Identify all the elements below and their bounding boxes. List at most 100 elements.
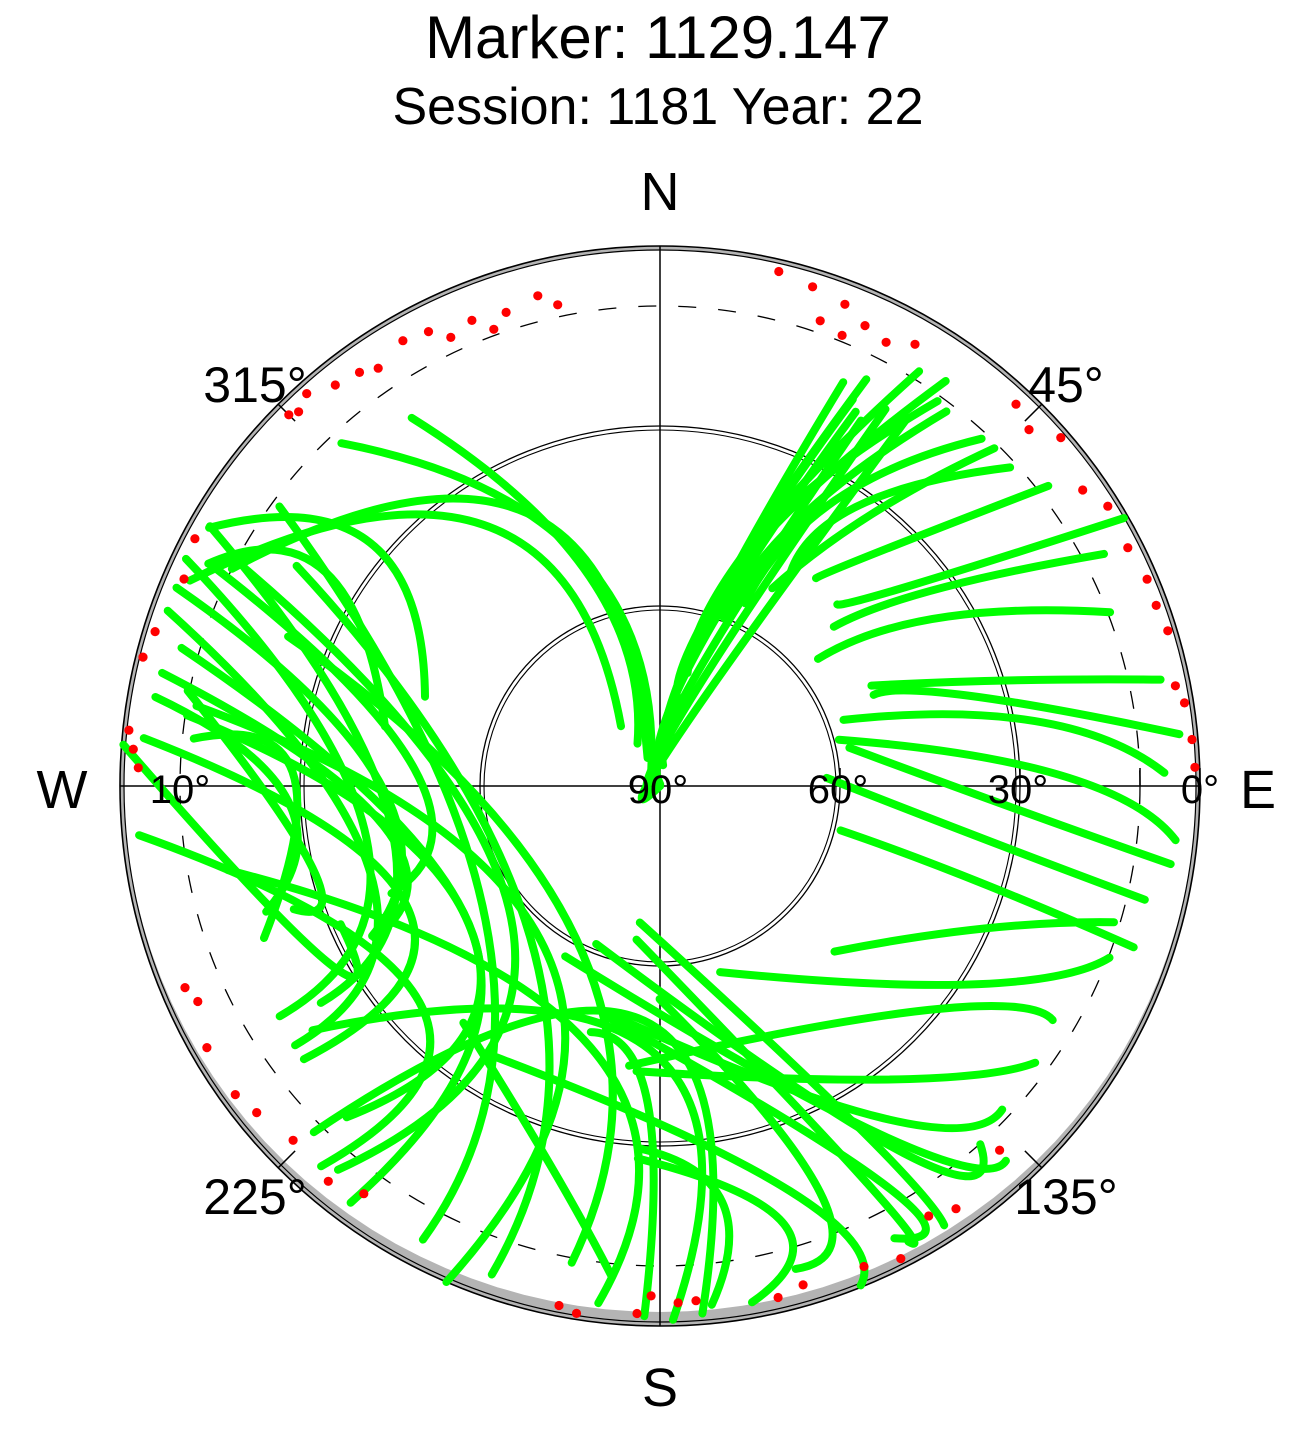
satellite-track-19 bbox=[135, 831, 435, 1171]
satellite-track-42 bbox=[625, 1001, 1057, 1070]
compass-north: N bbox=[641, 162, 680, 222]
satellite-track-48 bbox=[834, 735, 1180, 845]
elevation-label-10: 10° bbox=[150, 768, 211, 812]
chart-subtitle: Session: 1181 Year: 22 bbox=[392, 78, 923, 136]
compass-west: W bbox=[37, 760, 88, 820]
satellite-track-59 bbox=[720, 407, 951, 623]
low-elevation-point-54 bbox=[995, 1145, 1005, 1155]
satellite-track-30 bbox=[586, 1028, 658, 1321]
low-elevation-point-14 bbox=[354, 367, 365, 377]
satellite-track-69 bbox=[637, 414, 912, 804]
low-elevation-point-11 bbox=[373, 363, 383, 373]
satellite-track-3 bbox=[407, 413, 643, 748]
low-elevation-point-19 bbox=[124, 725, 134, 735]
azimuth-tick-45 bbox=[1024, 403, 1043, 422]
azimuth-label-135: 135° bbox=[1014, 1169, 1117, 1225]
low-elevation-point-28 bbox=[323, 1176, 333, 1186]
low-elevation-point-13 bbox=[489, 324, 499, 334]
satellite-track-10 bbox=[119, 740, 362, 981]
satellite-track-54 bbox=[833, 514, 1128, 609]
low-elevation-point-59 bbox=[798, 1280, 808, 1290]
elevation-label-0: 0° bbox=[1181, 768, 1219, 812]
satellite-track-53 bbox=[829, 549, 1108, 631]
low-elevation-point-41 bbox=[1011, 399, 1021, 409]
satellite-track-31 bbox=[633, 1154, 798, 1307]
low-elevation-point-46 bbox=[1123, 543, 1133, 553]
satellite-track-26 bbox=[223, 866, 644, 1308]
low-elevation-point-38 bbox=[910, 339, 920, 349]
low-elevation-point-8 bbox=[501, 307, 511, 317]
low-elevation-point-45 bbox=[1103, 501, 1113, 511]
low-elevation-point-36 bbox=[860, 321, 870, 331]
low-elevation-point-24 bbox=[202, 1043, 212, 1053]
low-elevation-point-49 bbox=[1163, 626, 1173, 636]
satellite-track-43 bbox=[716, 953, 1114, 989]
low-elevation-point-6 bbox=[423, 327, 434, 337]
compass-east: E bbox=[1240, 760, 1276, 820]
low-elevation-point-18 bbox=[138, 652, 148, 662]
satellite-track-45 bbox=[836, 826, 1138, 952]
elevation-label-90: 90° bbox=[628, 768, 689, 812]
low-elevation-points bbox=[124, 266, 1200, 1319]
low-elevation-point-10 bbox=[553, 300, 563, 310]
satellite-tracks bbox=[119, 367, 1184, 1324]
low-elevation-point-56 bbox=[924, 1211, 934, 1221]
satellite-track-4 bbox=[185, 510, 625, 731]
low-elevation-point-51 bbox=[1179, 698, 1190, 708]
low-elevation-point-16 bbox=[179, 574, 189, 584]
satellite-track-52 bbox=[814, 606, 1115, 663]
low-elevation-point-21 bbox=[133, 763, 143, 773]
satellite-track-32 bbox=[459, 1018, 616, 1281]
elevation-label-30: 30° bbox=[988, 768, 1049, 812]
satellite-track-25 bbox=[284, 632, 617, 1267]
low-elevation-point-52 bbox=[1187, 734, 1197, 745]
low-elevation-point-55 bbox=[951, 1204, 961, 1214]
satellite-track-49 bbox=[839, 710, 1169, 777]
low-elevation-point-5 bbox=[398, 336, 408, 346]
low-elevation-point-20 bbox=[128, 744, 138, 754]
low-elevation-point-33 bbox=[774, 266, 784, 277]
low-elevation-point-15 bbox=[190, 534, 200, 544]
azimuth-label-315: 315° bbox=[203, 357, 306, 413]
chart-title: Marker: 1129.147 bbox=[425, 4, 891, 71]
low-elevation-point-63 bbox=[646, 1291, 656, 1301]
low-elevation-point-3 bbox=[302, 389, 312, 399]
low-elevation-point-22 bbox=[180, 983, 190, 993]
low-elevation-point-57 bbox=[896, 1254, 906, 1264]
low-elevation-point-35 bbox=[840, 299, 850, 309]
low-elevation-point-12 bbox=[446, 332, 456, 342]
satellite-track-39 bbox=[561, 952, 1010, 1173]
low-elevation-point-44 bbox=[1078, 485, 1088, 495]
satellite-track-15 bbox=[182, 554, 375, 1021]
low-elevation-point-37 bbox=[881, 337, 891, 347]
satellite-track-29 bbox=[635, 1144, 734, 1309]
low-elevation-point-25 bbox=[230, 1090, 240, 1100]
low-elevation-point-2 bbox=[294, 407, 304, 417]
low-elevation-point-9 bbox=[533, 291, 543, 301]
azimuth-label-225: 225° bbox=[203, 1169, 306, 1225]
satellite-track-55 bbox=[812, 481, 1053, 583]
low-elevation-point-50 bbox=[1170, 681, 1180, 691]
satellite-track-56 bbox=[785, 463, 1015, 581]
low-elevation-point-32 bbox=[632, 1308, 642, 1319]
low-elevation-point-31 bbox=[571, 1308, 582, 1318]
satellite-track-35 bbox=[632, 935, 919, 1248]
elevation-label-60: 60° bbox=[808, 768, 869, 812]
low-elevation-point-34 bbox=[808, 282, 818, 292]
low-elevation-point-53 bbox=[1190, 762, 1200, 772]
low-elevation-point-39 bbox=[837, 330, 847, 340]
satellite-track-24 bbox=[292, 561, 554, 1279]
low-elevation-point-7 bbox=[467, 315, 477, 325]
low-elevation-point-58 bbox=[859, 1261, 869, 1272]
low-elevation-point-4 bbox=[330, 380, 340, 390]
compass-south: S bbox=[642, 1358, 678, 1418]
satellite-track-23 bbox=[192, 701, 570, 1286]
low-elevation-point-60 bbox=[773, 1292, 783, 1303]
low-elevation-point-61 bbox=[691, 1296, 701, 1306]
azimuth-label-45: 45° bbox=[1028, 357, 1104, 413]
low-elevation-point-48 bbox=[1151, 600, 1161, 611]
satellite-track-46 bbox=[822, 773, 1149, 904]
satellite-track-47 bbox=[845, 743, 1175, 869]
satellite-track-27 bbox=[308, 1004, 707, 1324]
satellite-track-5 bbox=[205, 513, 429, 701]
